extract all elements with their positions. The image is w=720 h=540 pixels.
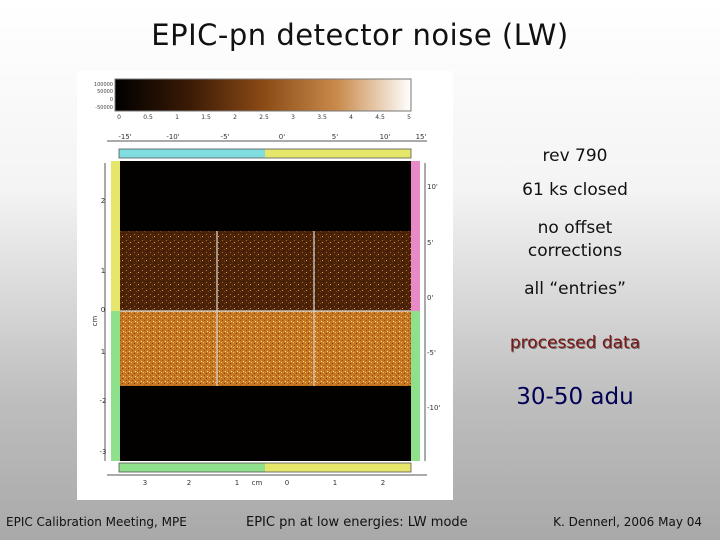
- cm-tick: 1: [101, 348, 105, 356]
- left-cm-axis: 2 1 0 1 -2 -3: [100, 197, 107, 456]
- detector-image: 100000 50000 0 -50000 0 0.5 1 1.5 2 2.5 …: [91, 78, 440, 487]
- cm-tick: 3: [143, 479, 147, 487]
- colorbar-tick: 1.5: [201, 114, 211, 121]
- colorbar-tick: 3.5: [317, 114, 327, 121]
- arcmin-tick: 0': [279, 133, 285, 141]
- arcmin-tick: 10': [380, 133, 391, 141]
- cm-tick: 1: [235, 479, 239, 487]
- colorbar-tick: 2.5: [259, 114, 269, 121]
- ccd-strip-right-lower: [411, 311, 420, 461]
- ccd-strip-top-left: [119, 149, 265, 158]
- annotation-processed: processed data: [509, 333, 641, 353]
- arcmin-tick: -5': [221, 133, 230, 141]
- bottom-cm-axis: 3 2 1 cm 0 1 2: [143, 479, 385, 487]
- top-arcmin-axis: -15' -10' -5' 0' 5' 10' 15': [118, 133, 426, 141]
- colorbar-tick: 0: [117, 114, 121, 121]
- cm-tick: 2: [101, 197, 105, 205]
- colorbar-tick: 0.5: [143, 114, 153, 121]
- cm-tick: -2: [100, 397, 107, 405]
- annotation-entries: all “entries”: [524, 279, 626, 299]
- cm-tick: -3: [100, 448, 107, 456]
- cm-tick: 1: [333, 479, 337, 487]
- colorbar-label: 0: [110, 97, 113, 103]
- colorbar-tick: 4.5: [375, 114, 385, 121]
- colorbar-tick: 1: [175, 114, 179, 121]
- arcmin-tick: -5': [427, 349, 436, 357]
- detector-noise-figure: 100000 50000 0 -50000 0 0.5 1 1.5 2 2.5 …: [77, 71, 453, 500]
- ccd-strip-top-right: [265, 149, 411, 158]
- ccd-strip-right-upper: [411, 161, 420, 311]
- ccd-boundaries: [120, 231, 411, 386]
- annotation-rev: rev 790: [542, 146, 608, 166]
- colorbar: [115, 79, 411, 111]
- colorbar-tick: 5: [407, 114, 411, 121]
- arcmin-tick: 10': [427, 183, 438, 191]
- arcmin-tick: 0': [427, 294, 433, 302]
- ccd-strip-bottom-left: [119, 463, 265, 472]
- cm-tick: 2: [187, 479, 191, 487]
- colorbar-label: 50000: [97, 89, 113, 95]
- lower-ccd-row: [120, 311, 411, 386]
- right-arcmin-axis: 10' 5' 0' -5' -10': [427, 183, 440, 412]
- footer-left: EPIC Calibration Meeting, MPE: [6, 515, 187, 529]
- cm-tick: 0: [101, 306, 105, 314]
- arcmin-tick: 15': [416, 133, 427, 141]
- cm-tick: 1: [101, 267, 105, 275]
- colorbar-tick: 4: [349, 114, 353, 121]
- arcmin-tick: -15': [118, 133, 131, 141]
- ccd-strip-left-upper: [111, 161, 120, 311]
- cm-tick: 2: [381, 479, 385, 487]
- ccd-strip-bottom-right: [265, 463, 411, 472]
- upper-ccd-row: [120, 231, 411, 311]
- arcmin-tick: -10': [427, 404, 440, 412]
- annotation-offset-line1: no offset: [537, 218, 613, 238]
- footer-right: K. Dennerl, 2006 May 04: [553, 515, 702, 529]
- ccd-strip-left-lower: [111, 311, 120, 461]
- cm-tick: 0: [285, 479, 289, 487]
- annotation-offset-line2: corrections: [527, 241, 623, 261]
- annotation-exposure: 61 ks closed: [522, 180, 628, 200]
- footer-center: EPIC pn at low energies: LW mode: [246, 515, 468, 530]
- colorbar-tick: 3: [291, 114, 295, 121]
- colorbar-label: -50000: [95, 105, 113, 111]
- arcmin-tick: 5': [332, 133, 338, 141]
- annotation-adu-range: 30-50 adu: [516, 384, 634, 410]
- slide-title: EPIC-pn detector noise (LW): [151, 18, 569, 52]
- left-axis-unit: cm: [91, 315, 99, 326]
- arcmin-tick: 5': [427, 239, 433, 247]
- colorbar-tick: 2: [233, 114, 237, 121]
- colorbar-label: 100000: [94, 82, 113, 88]
- arcmin-tick: -10': [166, 133, 179, 141]
- colorbar-ticks: 0 0.5 1 1.5 2 2.5 3 3.5 4 4.5 5: [117, 114, 411, 121]
- cm-tick: cm: [252, 479, 263, 487]
